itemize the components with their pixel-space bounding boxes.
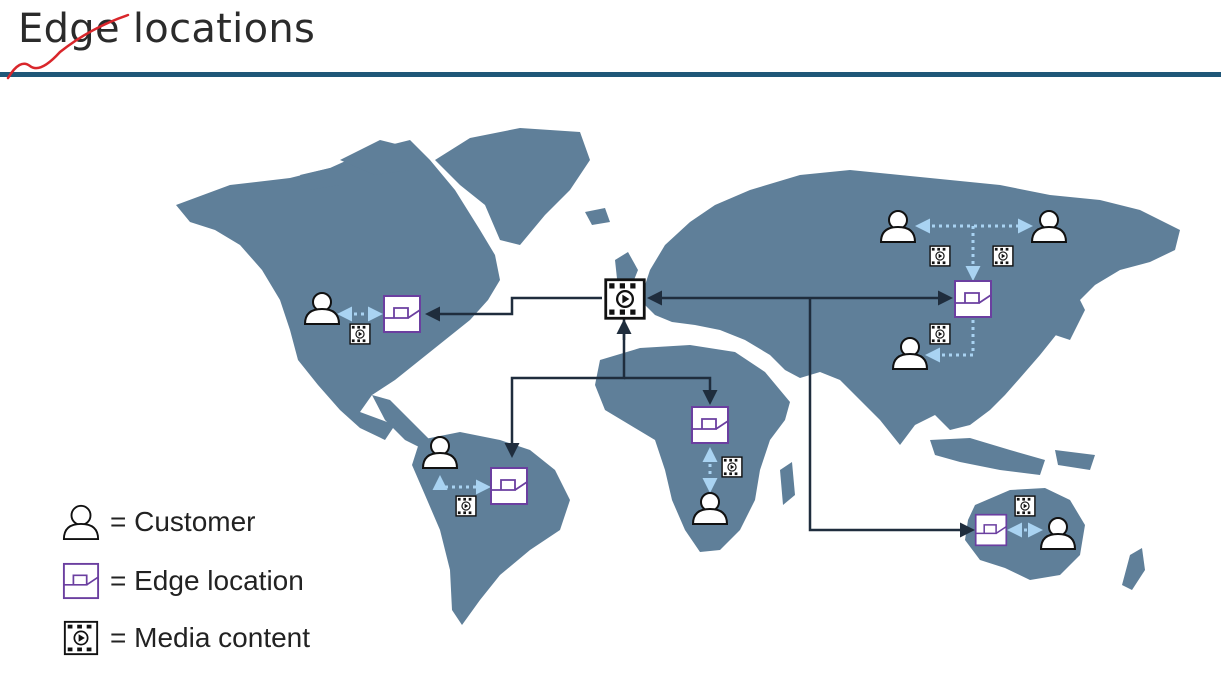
greenland-landmass: [435, 128, 590, 245]
page-title: Edge locations: [18, 6, 316, 52]
legend-media-content-label: = Media content: [110, 622, 311, 653]
africa-landmass: [595, 345, 790, 552]
central-america-landmass: [372, 395, 430, 450]
asia-edge-location-icon: [954, 280, 992, 318]
legend-edge-location-label: = Edge location: [110, 565, 304, 596]
south-america-edge-location-icon: [490, 467, 528, 505]
legend-media-content: = Media content: [62, 619, 310, 657]
edge-location-icon: [62, 562, 100, 600]
madagascar-landmass: [780, 462, 795, 505]
north-america-media-content-icon: [349, 323, 371, 345]
asia-media-content-icon-3: [929, 323, 951, 345]
asia-media-content-icon-1: [929, 245, 951, 267]
iceland-landmass: [585, 208, 610, 225]
legend-edge-location: = Edge location: [62, 562, 304, 600]
arctic-islands-landmass: [340, 140, 420, 175]
connector-to-north-america: [425, 296, 602, 322]
legend-customer-label: = Customer: [110, 506, 256, 537]
africa-edge-location-icon: [691, 406, 729, 444]
media-content-icon: [63, 620, 99, 656]
australia-edge-location-icon: [974, 513, 1008, 547]
indonesia-landmass: [930, 438, 1045, 475]
north-america-edge-location-icon: [383, 295, 421, 333]
north-america-landmass: [176, 140, 500, 440]
origin-media-content-icon: [604, 278, 646, 320]
australia-media-content-icon: [1014, 495, 1036, 517]
connector-to-australia: [808, 298, 975, 538]
africa-media-content-icon: [721, 456, 743, 478]
customer-icon: [62, 504, 100, 541]
connector-to-south-america: [504, 318, 626, 458]
asia-media-content-icon-2: [992, 245, 1014, 267]
legend-customer: = Customer: [62, 503, 256, 541]
new-zealand-landmass: [1122, 548, 1145, 590]
south-america-media-content-icon: [455, 495, 477, 517]
continents: [176, 128, 1180, 625]
connector-to-africa: [624, 376, 718, 405]
title-divider: [0, 72, 1221, 77]
handwritten-checkmark-annotation: [6, 13, 130, 80]
japan-landmass: [1055, 290, 1085, 340]
customer-links: [337, 218, 1043, 538]
origin-connectors: [425, 290, 975, 538]
